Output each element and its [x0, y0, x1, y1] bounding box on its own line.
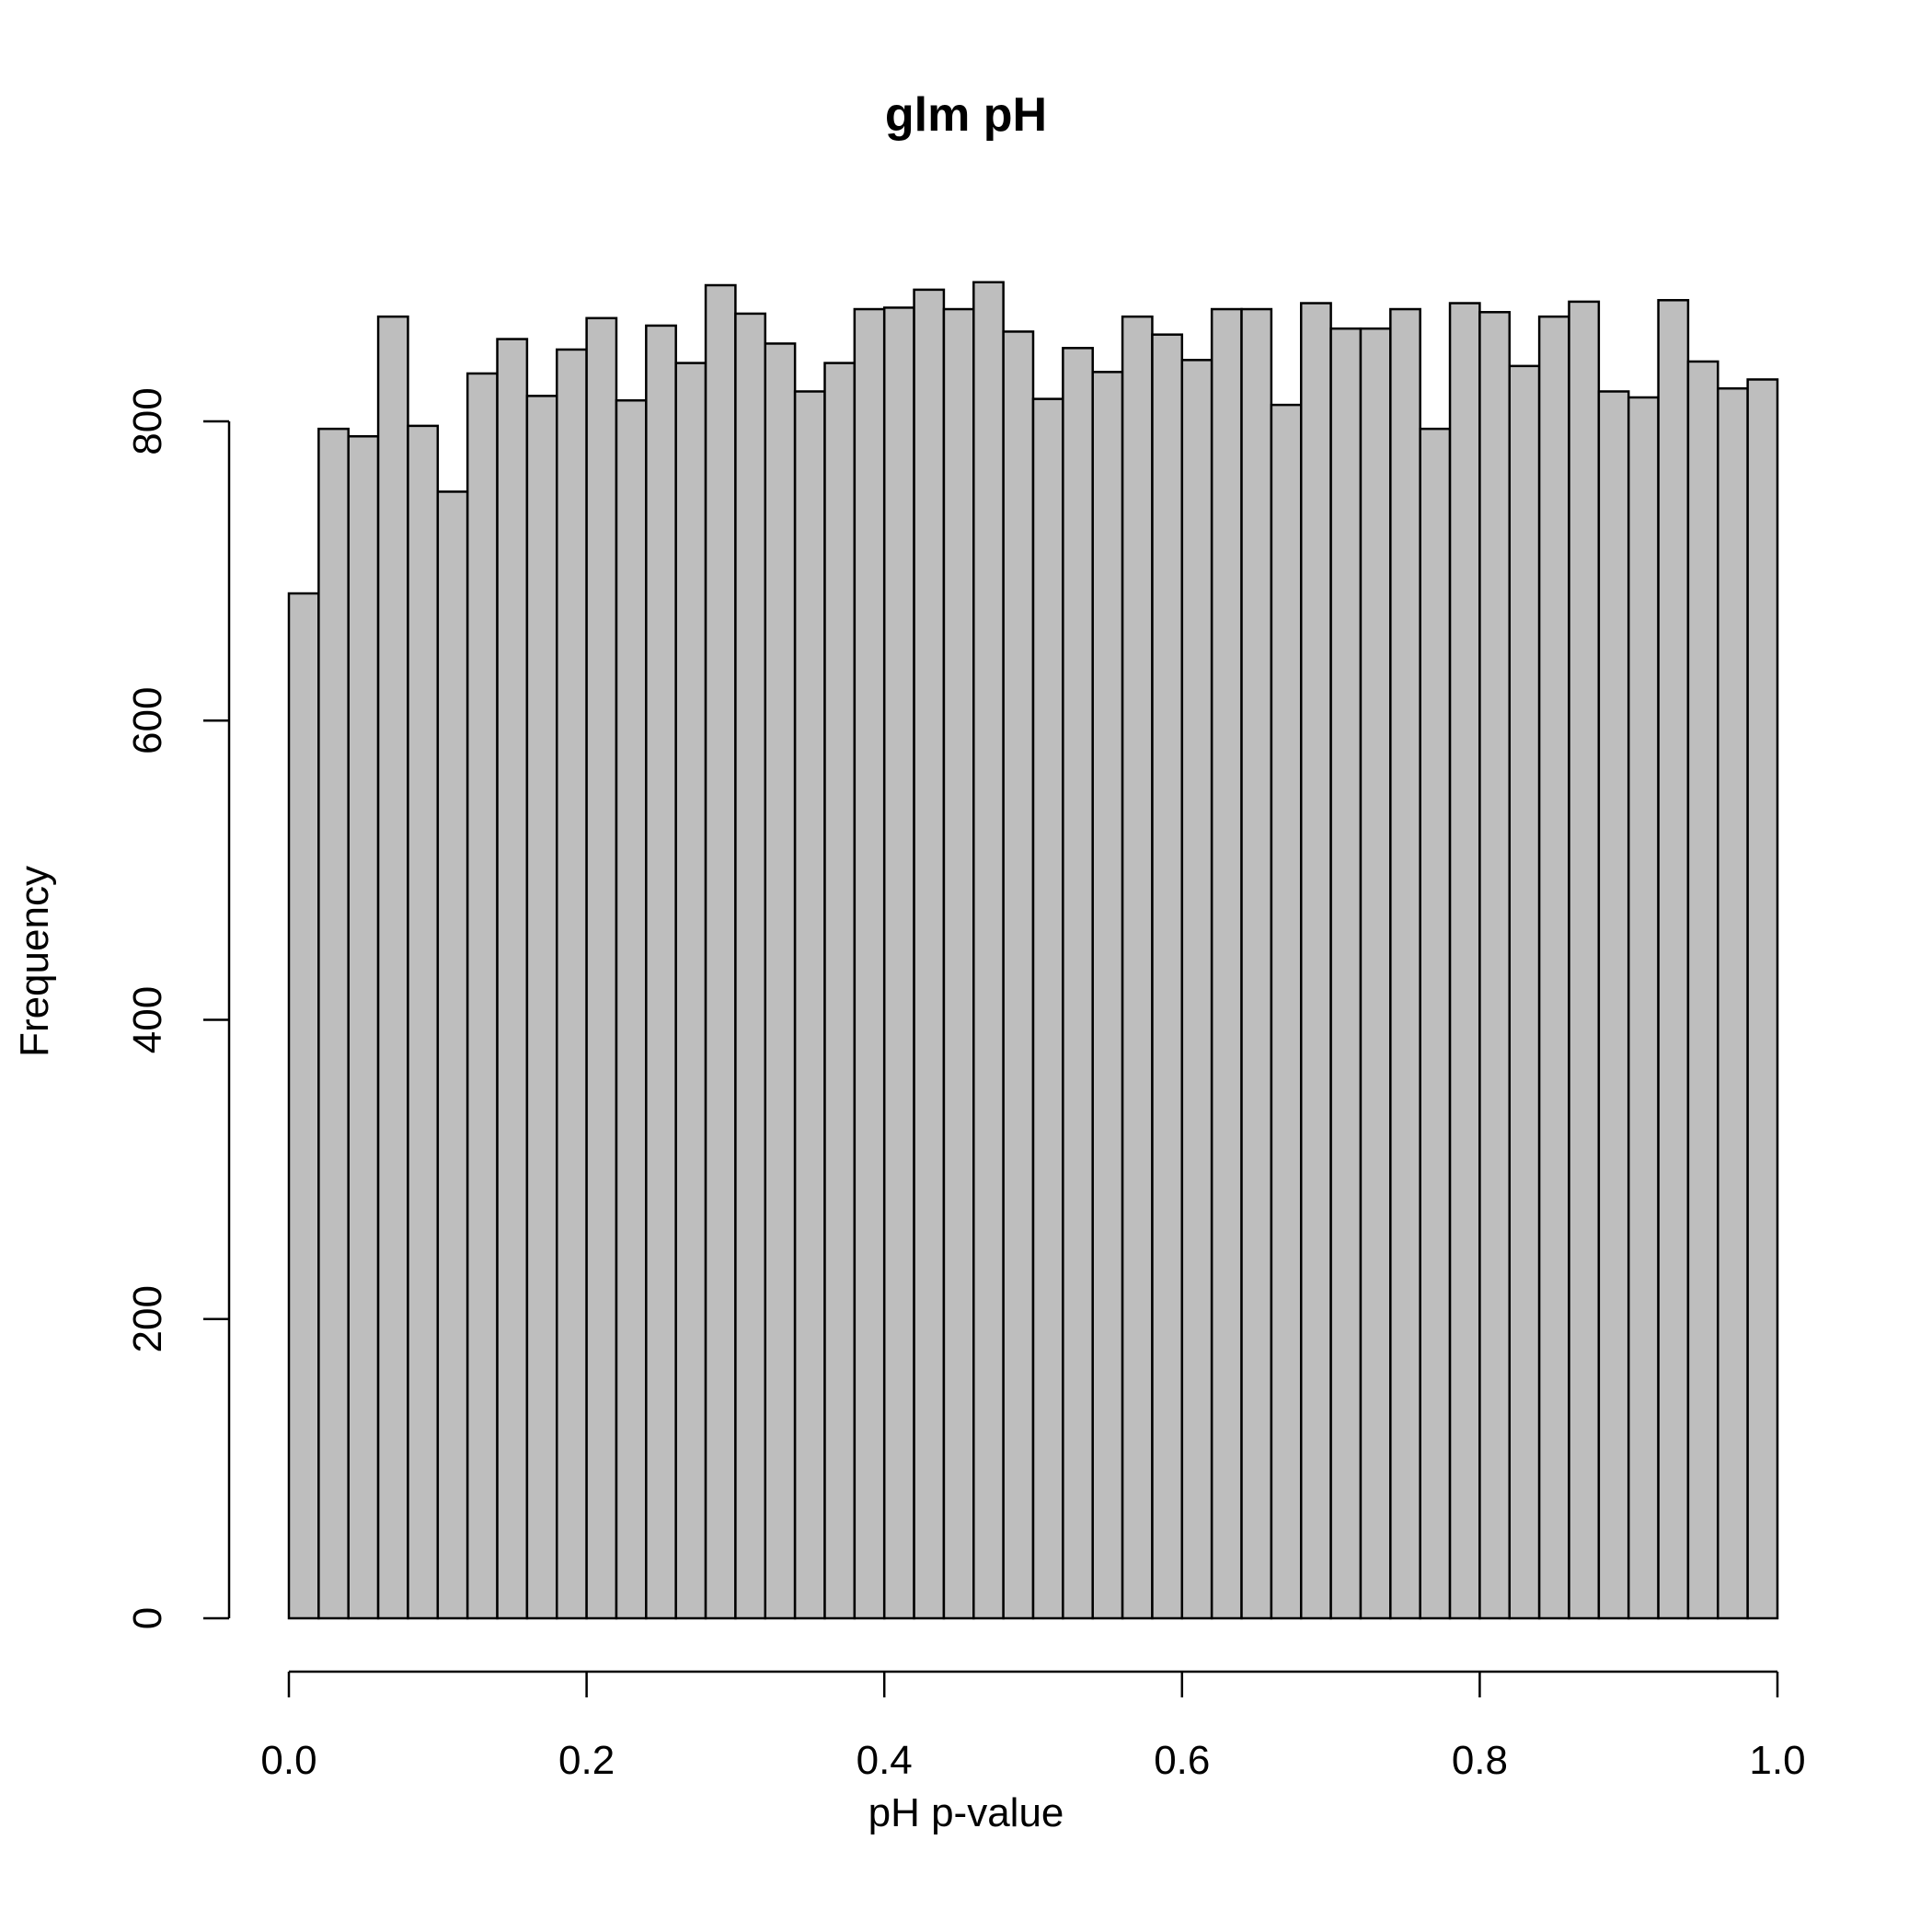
histogram-bar — [704, 283, 737, 1620]
histogram-bar — [882, 306, 915, 1620]
x-tick-label: 0.4 — [857, 1738, 913, 1783]
histogram-bar — [734, 312, 767, 1620]
histogram-bar — [1419, 427, 1452, 1620]
histogram-bar — [1627, 396, 1660, 1620]
histogram-bar — [317, 427, 350, 1620]
histogram-bar — [1121, 315, 1154, 1620]
y-tick-label: 800 — [125, 387, 170, 454]
histogram-bar — [972, 281, 1005, 1620]
x-tick-label: 0.2 — [558, 1738, 615, 1783]
histogram-bar — [615, 398, 648, 1620]
histogram-bar — [674, 362, 707, 1620]
x-tick-label: 0.6 — [1154, 1738, 1210, 1783]
histogram-bar — [436, 490, 469, 1620]
histogram-bar — [1240, 307, 1273, 1620]
histogram-bar — [1151, 333, 1184, 1620]
histogram-bar — [496, 338, 529, 1620]
histogram-bar — [1299, 302, 1332, 1620]
histogram-bar — [1091, 371, 1124, 1620]
histogram-bar — [1062, 347, 1094, 1620]
x-tick-label: 1.0 — [1749, 1738, 1805, 1783]
y-tick-label: 400 — [125, 986, 170, 1053]
histogram-bar — [1478, 311, 1512, 1620]
histogram-bar — [1180, 359, 1213, 1620]
histogram-bar — [585, 316, 618, 1620]
histogram-bar — [1597, 390, 1630, 1620]
histogram-bar — [1210, 307, 1243, 1620]
histogram-bar — [1359, 327, 1392, 1620]
histogram-bar — [555, 348, 588, 1620]
histogram-bar — [913, 288, 946, 1620]
histogram-bar — [347, 435, 380, 1620]
y-tick-label: 200 — [125, 1285, 170, 1352]
x-tick-label: 0.0 — [260, 1738, 316, 1783]
histogram-bar — [376, 315, 409, 1620]
histogram-bar — [1746, 378, 1779, 1620]
histogram-bar — [1717, 386, 1749, 1620]
x-axis: 0.0 0.2 0.4 0.6 0.8 1.0 — [260, 1670, 1806, 1783]
y-tick-label: 600 — [125, 687, 170, 754]
histogram-bar — [1329, 327, 1363, 1620]
histogram-bar — [525, 395, 558, 1620]
histogram-bar — [853, 307, 886, 1620]
histogram-bar — [1686, 360, 1719, 1620]
histogram-bar — [407, 424, 440, 1620]
x-tick-label: 0.8 — [1452, 1738, 1508, 1783]
histogram-bar — [1537, 315, 1570, 1620]
histogram-bar — [764, 342, 797, 1620]
histogram-bar — [287, 592, 320, 1620]
histogram-bar — [942, 307, 975, 1620]
histogram-bar — [1508, 364, 1541, 1620]
histogram-bar — [1002, 330, 1035, 1620]
histogram-bar — [1031, 397, 1064, 1620]
histogram-bar — [823, 362, 857, 1620]
x-axis-label: pH p-value — [868, 1790, 1064, 1835]
histogram-bar — [466, 372, 499, 1620]
bars-group — [287, 281, 1779, 1620]
y-tick-label: 0 — [125, 1607, 170, 1629]
histogram-bar — [1448, 302, 1481, 1620]
histogram-bar — [1568, 300, 1601, 1620]
y-axis: 0 200 400 600 800 — [125, 387, 231, 1629]
chart-title: glm pH — [885, 88, 1047, 142]
histogram-bar — [1389, 307, 1421, 1620]
histogram-bar — [1270, 403, 1303, 1620]
y-axis-label: Frequency — [12, 866, 57, 1057]
histogram-bar — [793, 390, 826, 1620]
histogram-bar — [1657, 299, 1690, 1620]
histogram-bar — [645, 324, 677, 1620]
